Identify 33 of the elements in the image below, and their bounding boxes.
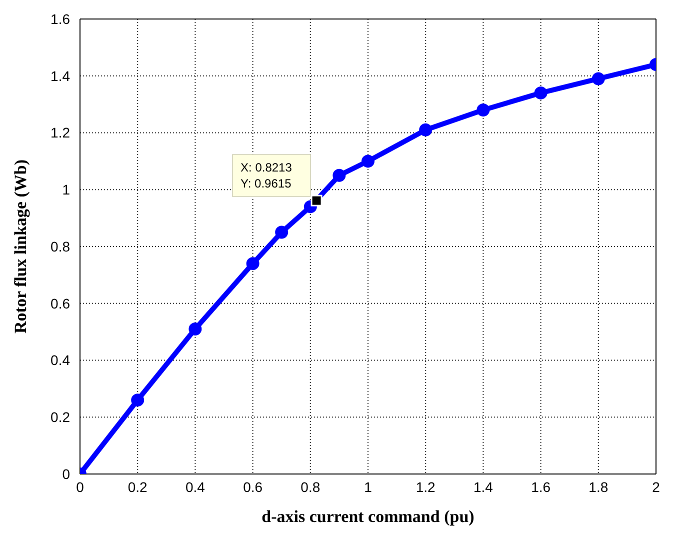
y-tick-label: 1.6	[50, 10, 70, 27]
point	[534, 86, 548, 100]
x-tick-label: 0	[76, 478, 84, 495]
y-tick-label: 1.2	[50, 124, 70, 141]
y-tick-label: 0.2	[50, 409, 70, 426]
point	[362, 154, 374, 168]
point	[188, 322, 202, 336]
point	[419, 123, 432, 136]
x-tick-label: 0.8	[300, 478, 320, 495]
annotation: X: 0.8213 Y: 0.9615	[240, 160, 292, 191]
point	[476, 104, 490, 116]
y-tick-label: 0.6	[50, 295, 70, 312]
y-tick-label: 0.8	[50, 238, 70, 254]
point	[246, 257, 260, 270]
y-tick-label: 1.4	[50, 68, 70, 84]
point	[592, 72, 605, 86]
x-tick-label: 0.6	[243, 478, 263, 495]
y-tick-label: 0.4	[50, 352, 70, 368]
x-tick-label: 0.2	[128, 478, 148, 495]
x-tick-label: 1.6	[531, 478, 551, 495]
x-tick-label: 2	[652, 478, 660, 495]
x-tick-label: 0.4	[185, 478, 206, 495]
x-tick-label: 1	[364, 478, 372, 495]
point	[332, 168, 346, 182]
x-tick-label: 1.4	[473, 478, 494, 495]
y-axis-title: Rotor flux linkage (Wb)	[11, 160, 30, 334]
point	[275, 226, 288, 239]
x-tick-label: 1.2	[416, 478, 436, 495]
x-axis-title: d-axis current command (pu)	[262, 507, 474, 526]
x-tick-label: 1.8	[588, 478, 608, 495]
point	[131, 394, 144, 407]
y-tick-label: 1	[62, 182, 70, 198]
y-tick-label: 0	[62, 466, 70, 482]
